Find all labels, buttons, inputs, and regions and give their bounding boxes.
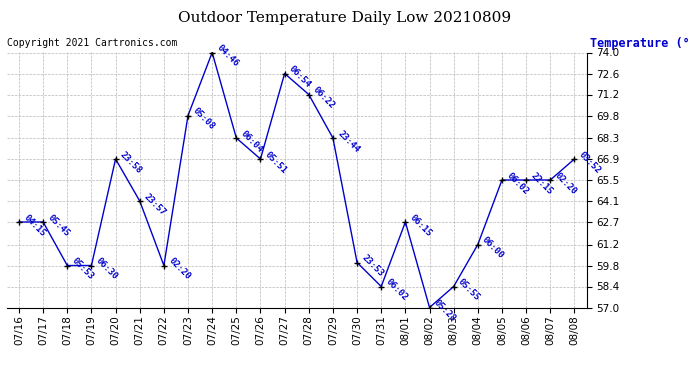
Text: 04:46: 04:46 bbox=[215, 44, 240, 69]
Text: 23:44: 23:44 bbox=[335, 129, 361, 154]
Text: 23:58: 23:58 bbox=[118, 150, 144, 175]
Text: 05:55: 05:55 bbox=[456, 278, 482, 303]
Text: 23:53: 23:53 bbox=[359, 254, 385, 279]
Text: 06:02: 06:02 bbox=[504, 171, 530, 196]
Text: 06:54: 06:54 bbox=[287, 64, 313, 90]
Text: Outdoor Temperature Daily Low 20210809: Outdoor Temperature Daily Low 20210809 bbox=[179, 11, 511, 25]
Text: 06:02: 06:02 bbox=[384, 278, 409, 303]
Text: 06:22: 06:22 bbox=[311, 86, 337, 111]
Text: 05:53: 05:53 bbox=[70, 256, 95, 282]
Text: Copyright 2021 Cartronics.com: Copyright 2021 Cartronics.com bbox=[7, 38, 177, 48]
Text: 02:20: 02:20 bbox=[553, 171, 578, 196]
Text: 22:15: 22:15 bbox=[529, 171, 554, 196]
Text: 05:45: 05:45 bbox=[46, 213, 71, 238]
Text: Temperature (°F): Temperature (°F) bbox=[590, 38, 690, 51]
Text: 06:04: 06:04 bbox=[239, 129, 264, 154]
Text: 23:57: 23:57 bbox=[142, 192, 168, 217]
Text: 06:15: 06:15 bbox=[408, 213, 433, 238]
Text: 05:08: 05:08 bbox=[190, 106, 216, 132]
Text: 06:00: 06:00 bbox=[480, 236, 506, 261]
Text: 04:15: 04:15 bbox=[21, 213, 47, 238]
Text: 06:30: 06:30 bbox=[94, 256, 119, 282]
Text: 05:51: 05:51 bbox=[263, 150, 288, 175]
Text: 05:28: 05:28 bbox=[432, 298, 457, 324]
Text: 02:20: 02:20 bbox=[166, 256, 192, 282]
Text: 03:52: 03:52 bbox=[577, 150, 602, 175]
